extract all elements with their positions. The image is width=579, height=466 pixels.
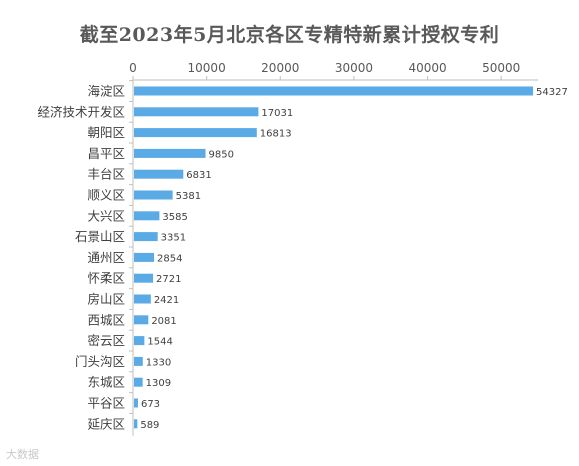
category-label: 房山区 (87, 292, 125, 307)
data-label: 2721 (156, 274, 181, 285)
bar (134, 273, 154, 283)
data-label: 1330 (146, 357, 171, 368)
bar (134, 294, 151, 304)
data-label: 6831 (186, 170, 211, 181)
category-label: 经济技术开发区 (37, 104, 125, 119)
data-label: 1544 (147, 337, 172, 348)
category-label: 海淀区 (87, 84, 125, 99)
bar (134, 107, 259, 117)
data-label: 2854 (157, 253, 182, 264)
bar (134, 315, 149, 325)
bar (134, 419, 138, 429)
x-tick-label: 0 (129, 61, 137, 75)
x-tick-label: 40000 (408, 61, 446, 75)
bar (134, 169, 184, 179)
data-label: 2421 (154, 295, 179, 306)
data-label: 673 (141, 399, 160, 410)
category-label: 朝阳区 (87, 125, 125, 140)
category-label: 延庆区 (87, 416, 125, 431)
bar (134, 336, 145, 346)
category-label: 大兴区 (87, 208, 125, 223)
x-tick-label: 20000 (261, 61, 299, 75)
category-label: 怀柔区 (87, 271, 125, 286)
bar (134, 148, 206, 158)
data-label: 16813 (260, 129, 292, 140)
x-tick-label: 30000 (335, 61, 373, 75)
category-label: 昌平区 (87, 146, 125, 161)
category-label: 通州区 (87, 250, 125, 265)
x-tick-label: 10000 (188, 61, 226, 75)
category-label: 东城区 (87, 375, 125, 390)
x-tick-label: 50000 (482, 61, 520, 75)
category-label: 平谷区 (87, 396, 125, 411)
data-label: 3585 (162, 212, 187, 223)
category-label: 西城区 (87, 312, 125, 327)
category-label: 密云区 (87, 333, 125, 348)
category-label: 顺义区 (87, 188, 125, 203)
bar (134, 377, 143, 387)
bar (134, 128, 257, 138)
category-label: 石景山区 (75, 229, 125, 244)
data-label: 3351 (161, 233, 186, 244)
data-label: 589 (140, 420, 159, 431)
data-label: 9850 (209, 149, 234, 160)
data-label: 17031 (261, 108, 293, 119)
data-label: 1309 (146, 378, 171, 389)
bar (134, 190, 173, 200)
category-label: 丰台区 (87, 167, 125, 182)
data-label: 5381 (176, 191, 201, 202)
category-label: 门头沟区 (75, 354, 125, 369)
bar (134, 232, 158, 242)
data-label: 2081 (151, 316, 176, 327)
watermark: 大数据 (6, 448, 39, 461)
bar (134, 252, 155, 262)
bar (134, 398, 138, 408)
bar (134, 356, 143, 366)
data-label: 54327 (536, 87, 568, 98)
bar (134, 211, 160, 221)
chart-title: 截至2023年5月北京各区专精特新累计授权专利 (79, 24, 500, 46)
bar (134, 86, 534, 96)
